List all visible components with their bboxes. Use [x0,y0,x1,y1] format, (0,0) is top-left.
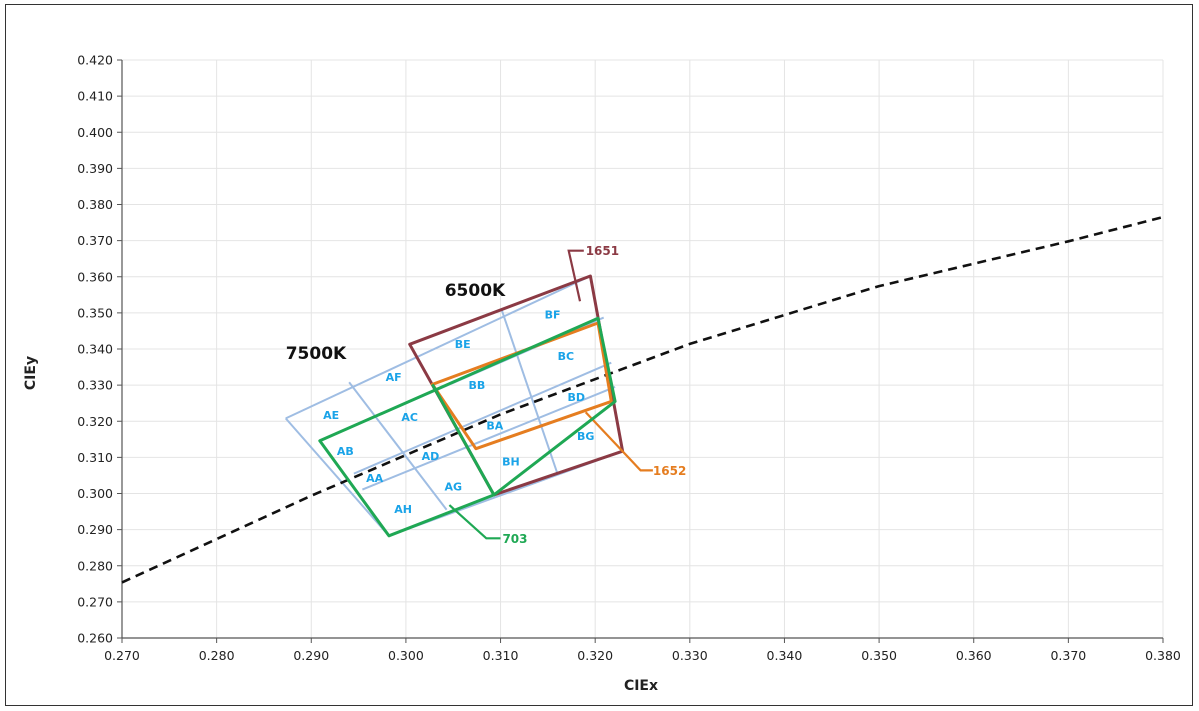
bin-grid [284,275,624,537]
x-tick-label: 0.370 [1050,648,1086,663]
y-tick-label: 0.270 [77,594,113,609]
blackbody-locus-line [121,215,1164,584]
bin-grid-line [348,381,448,511]
bin-grid-line [353,361,612,475]
bin-label-ab: AB [337,445,354,458]
bin-label-bh: BH [502,455,520,468]
x-tick-label: 0.320 [577,648,613,663]
y-tick-label: 0.380 [77,197,113,212]
bin-grid-line [284,417,390,537]
region-1651-label: 1651 [586,244,619,258]
region-1651-callout [567,249,584,302]
bin-label-bg: BG [577,430,594,443]
y-tick-label: 0.330 [77,378,113,393]
bin-label-ah: AH [394,503,412,516]
bin-grid-line [285,275,591,420]
y-tick-label: 0.260 [77,631,113,646]
bin-label-bf: BF [545,309,561,322]
region-1652-callout [584,411,653,472]
y-tick-label: 0.310 [77,450,113,465]
y-tick-label: 0.280 [77,558,113,573]
bin-label-ag: AG [444,481,462,494]
y-tick-label: 0.410 [77,89,113,104]
bin-label-ae: AE [323,409,339,422]
bin-grid-line [500,308,559,474]
x-tick-label: 0.310 [483,648,519,663]
y-tick-label: 0.320 [77,414,113,429]
y-tick-label: 0.370 [77,233,113,248]
bin-label-be: BE [455,338,471,351]
bin-label-aa: AA [366,472,384,485]
y-axis-title: CIEy [23,356,39,390]
bin-label-ad: AD [422,450,440,463]
y-tick-label: 0.340 [77,342,113,357]
bin-label-bc: BC [558,350,574,363]
region-703-label: 703 [502,532,527,546]
x-tick-label: 0.270 [104,648,140,663]
region-703-outline [318,316,617,538]
y-tick-label: 0.390 [77,161,113,176]
x-tick-label: 0.350 [861,648,897,663]
bin-label-ac: AC [401,411,418,424]
y-tick-label: 0.400 [77,125,113,140]
x-tick-label: 0.300 [388,648,424,663]
bin-label-af: AF [386,371,402,384]
x-tick-label: 0.290 [293,648,329,663]
bin-grid-line [362,386,616,491]
axes: 0.270 0.280 0.290 0.300 0.310 0.320 0.330 0.340… [77,53,1181,664]
cct-label-7500k: 7500K [286,344,347,364]
gridlines [122,59,1164,638]
bin-labels: AE AF AB AC AA AD AH AG BE BF BB BC BA BD BH BG [323,309,594,516]
y-tick-label: 0.290 [77,522,113,537]
region-1652-label: 1652 [653,464,686,478]
x-tick-label: 0.340 [767,648,803,663]
x-tick-label: 0.360 [956,648,992,663]
y-tick-label: 0.420 [77,53,113,68]
bin-label-bd: BD [567,391,585,404]
x-axis-title: CIEx [624,678,658,694]
y-tick-label: 0.360 [77,269,113,284]
region-703-divider [431,383,496,496]
x-tick-label: 0.280 [199,648,235,663]
y-tick-label: 0.300 [77,486,113,501]
bin-label-bb: BB [468,379,485,392]
y-tick-label: 0.350 [77,305,113,320]
bin-regions: 1651 1652 703 [318,244,686,546]
cct-label-6500k: 6500K [445,281,506,301]
chart-frame [5,4,1193,706]
blackbody-locus [121,215,1164,584]
temperature-annotations: 7500K 6500K [286,281,506,364]
bin-label-ba: BA [486,420,503,433]
x-tick-label: 0.380 [1145,648,1181,663]
x-tick-label: 0.330 [672,648,708,663]
region-703-callout [448,504,501,540]
